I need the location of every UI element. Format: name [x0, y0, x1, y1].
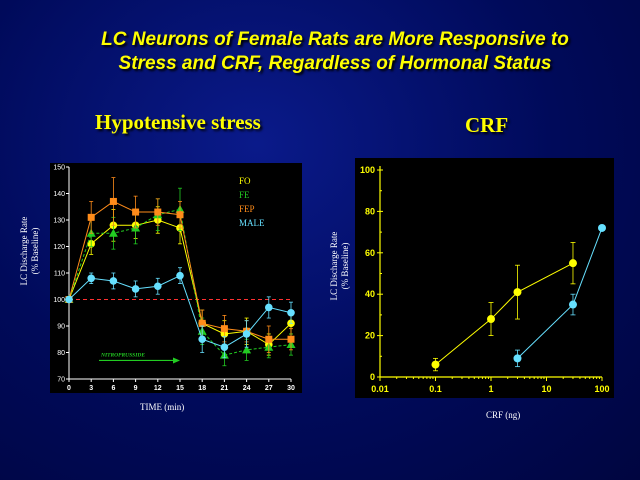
stress-legend-fe: FE — [239, 190, 250, 200]
stress-y-tick-label: 120 — [53, 244, 65, 251]
crf-series-line-0 — [435, 262, 574, 365]
crf-x-tick-label: 0.1 — [429, 384, 442, 394]
stress-x-tick-label: 15 — [176, 385, 184, 392]
stress-x-tick-label: 18 — [198, 385, 206, 392]
stress-point-male — [220, 343, 229, 352]
stress-x-tick-label: 6 — [111, 385, 115, 392]
stress-point-fe — [242, 345, 252, 354]
stress-point-male — [109, 277, 118, 285]
stress-point-male — [87, 274, 95, 283]
stress-point-male — [176, 271, 184, 280]
stress-series-line-fe — [68, 208, 292, 356]
stress-point-fep — [176, 211, 184, 219]
crf-point-0 — [431, 360, 440, 369]
stress-point-fep — [287, 335, 295, 343]
crf-x-tick-label: 100 — [594, 384, 609, 394]
stress-y-tick-label: 110 — [54, 271, 65, 278]
stress-point-fep — [198, 319, 206, 327]
stress-x-tick-label: 3 — [89, 385, 93, 392]
stress-point-male — [131, 285, 140, 293]
crf-point-1 — [568, 300, 577, 309]
stress-point-fep — [265, 335, 273, 343]
stress-point-male — [242, 330, 251, 338]
stress-x-tick-label: 0 — [67, 385, 71, 392]
stress-point-fep — [87, 213, 95, 221]
stress-point-male — [154, 282, 162, 291]
nitroprusside-label: NITROPRUSSIDE — [100, 352, 145, 358]
crf-y-tick-label: 0 — [370, 372, 375, 382]
stress-y-tick-label: 150 — [53, 165, 65, 172]
crf-chart-title: CRF — [465, 113, 509, 137]
stress-x-tick-label: 12 — [154, 385, 162, 392]
stress-y-tick-label: 100 — [53, 297, 65, 304]
stress-point-male — [198, 335, 206, 344]
crf-point-0 — [513, 288, 522, 297]
stress-y-tick-label: 130 — [53, 218, 65, 225]
stress-legend-fo: FO — [239, 176, 251, 186]
crf-x-tick-label: 10 — [541, 384, 551, 394]
crf-y-tick-label: 100 — [360, 165, 375, 175]
stress-legend-fep: FEP — [239, 204, 255, 214]
stress-y-tick-label: 90 — [57, 324, 65, 331]
stress-x-tick-label: 27 — [265, 385, 273, 392]
stress-point-fep — [132, 208, 140, 216]
stress-x-axis-label: TIME (min) — [140, 402, 185, 412]
slide-title-line-2: Stress and CRF, Regardless of Hormonal S… — [118, 53, 552, 74]
slide-title-line-1: LC Neurons of Female Rats are More Respo… — [101, 29, 569, 50]
slide-title: LC Neurons of Female Rats are More Respo… — [40, 28, 630, 76]
crf-point-0 — [568, 259, 577, 268]
stress-y-tick-label: 70 — [57, 377, 65, 384]
stress-x-tick-label: 21 — [221, 385, 229, 392]
stress-point-fe — [108, 228, 118, 237]
stress-point-male — [287, 308, 295, 317]
stress-point-fep — [109, 197, 117, 205]
stress-point-fep — [154, 208, 162, 216]
crf-y-tick-label: 20 — [365, 331, 375, 341]
stress-x-tick-label: 24 — [243, 385, 251, 392]
stress-x-tick-label: 30 — [287, 385, 295, 392]
stress-point-male — [265, 303, 273, 312]
crf-x-tick-label: 0.01 — [371, 384, 389, 394]
stress-y-tick-label: 140 — [53, 191, 65, 198]
stress-y-tick-label: 80 — [57, 350, 65, 357]
crf-x-axis-label: CRF (ng) — [486, 410, 521, 420]
crf-y-tick-label: 60 — [365, 248, 375, 258]
crf-y-tick-label: 40 — [365, 289, 375, 299]
crf-point-1 — [598, 223, 606, 232]
stress-point-fep — [220, 325, 228, 333]
stress-x-tick-label: 9 — [134, 385, 138, 392]
stress-chart-title: Hypotensive stress — [95, 110, 261, 134]
crf-point-0 — [487, 315, 495, 324]
crf-x-tick-label: 1 — [488, 384, 493, 394]
nitroprusside-arrow-head — [173, 357, 180, 364]
stress-point-male — [65, 295, 73, 304]
crf-plot-area — [355, 158, 614, 398]
stress-legend-male: MALE — [239, 218, 265, 228]
crf-point-1 — [513, 354, 522, 363]
crf-y-tick-label: 80 — [365, 206, 375, 216]
